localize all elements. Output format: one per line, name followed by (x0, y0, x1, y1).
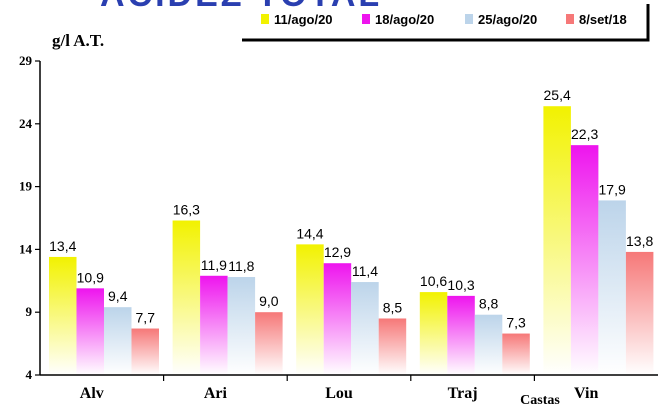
bar-ari-series-3 (227, 277, 256, 375)
data-label: 8,5 (383, 299, 403, 315)
legend: 11/ago/20 18/ago/20 25/ago/20 8/set/18 (242, 4, 650, 42)
data-label: 10,3 (447, 277, 474, 293)
x-category-label: Lou (325, 385, 353, 402)
bar-alv-series-2 (76, 288, 104, 375)
legend-label: 11/ago/20 (274, 12, 333, 27)
data-label: 13,8 (626, 233, 653, 249)
bar-lou-series-2 (323, 263, 352, 375)
x-category-label: Alv (80, 385, 104, 402)
bar-alv-series-1 (49, 256, 77, 375)
x-category-label: Ari (204, 385, 228, 402)
legend-label: 25/ago/20 (478, 12, 537, 27)
bar-lou-series-3 (351, 282, 379, 375)
data-label: 10,6 (420, 273, 447, 289)
bar-ari-series-1 (172, 220, 201, 375)
legend-label: 8/set/18 (579, 12, 627, 27)
bar-ari-series-2 (200, 275, 228, 375)
bar-alv-series-3 (104, 307, 132, 375)
data-label: 9,4 (108, 288, 128, 304)
y-tick-label: 9 (26, 304, 33, 319)
legend-swatch (566, 14, 574, 24)
y-tick-label: 19 (19, 179, 33, 194)
x-axis-label: Castas (520, 393, 560, 406)
bar-ari-series-4 (255, 312, 283, 375)
bars (49, 106, 654, 375)
legend-swatch (465, 14, 473, 24)
y-tick-label: 4 (26, 367, 33, 382)
bar-alv-series-4 (131, 328, 159, 375)
data-label: 14,4 (296, 225, 323, 241)
data-label: 11,8 (228, 258, 254, 274)
bar-vin-series-4 (625, 251, 654, 375)
y-tick-label: 14 (19, 241, 33, 256)
x-category-label: Traj (448, 385, 478, 402)
bar-vin-series-3 (598, 200, 626, 375)
data-label: 7,7 (136, 310, 156, 326)
bar-lou-series-4 (378, 318, 407, 375)
data-label: 10,9 (77, 269, 104, 285)
data-label: 8,8 (479, 296, 499, 312)
data-label: 16,3 (173, 202, 200, 218)
chart-title: ACIDEZ TOTAL (100, 0, 382, 14)
x-category-label: Vin (574, 385, 598, 402)
bar-traj-series-2 (447, 295, 475, 375)
legend-label: 18/ago/20 (375, 12, 434, 27)
data-label: 11,9 (201, 257, 227, 273)
bar-traj-series-4 (502, 333, 530, 375)
bar-vin-series-1 (543, 106, 571, 375)
bar-vin-series-2 (570, 145, 599, 375)
data-label: 22,3 (571, 126, 598, 142)
bar-traj-series-3 (474, 314, 503, 375)
data-label: 12,9 (324, 244, 351, 260)
legend-swatch (362, 14, 370, 24)
value-labels: 13,410,99,4 7,7 16,3 11,9 11,8 9,0 14,412,911,… (49, 87, 653, 330)
y-tick-label: 24 (19, 116, 33, 131)
bar-traj-series-1 (419, 292, 448, 375)
data-label: 11,4 (352, 263, 378, 279)
bar-lou-series-1 (296, 244, 324, 375)
data-label: 13,4 (49, 238, 76, 254)
axes: 4 9 14 19 24 29 Alv Ari Lou Traj Vin (19, 53, 658, 402)
data-label: 7,3 (506, 315, 526, 331)
legend-swatch (261, 14, 269, 24)
data-label: 25,4 (544, 87, 571, 103)
y-tick-label: 29 (19, 53, 33, 68)
data-label: 9,0 (259, 293, 279, 309)
y-axis-label: g/l A.T. (52, 31, 104, 50)
legend-border (242, 4, 650, 42)
data-label: 17,9 (599, 181, 626, 197)
